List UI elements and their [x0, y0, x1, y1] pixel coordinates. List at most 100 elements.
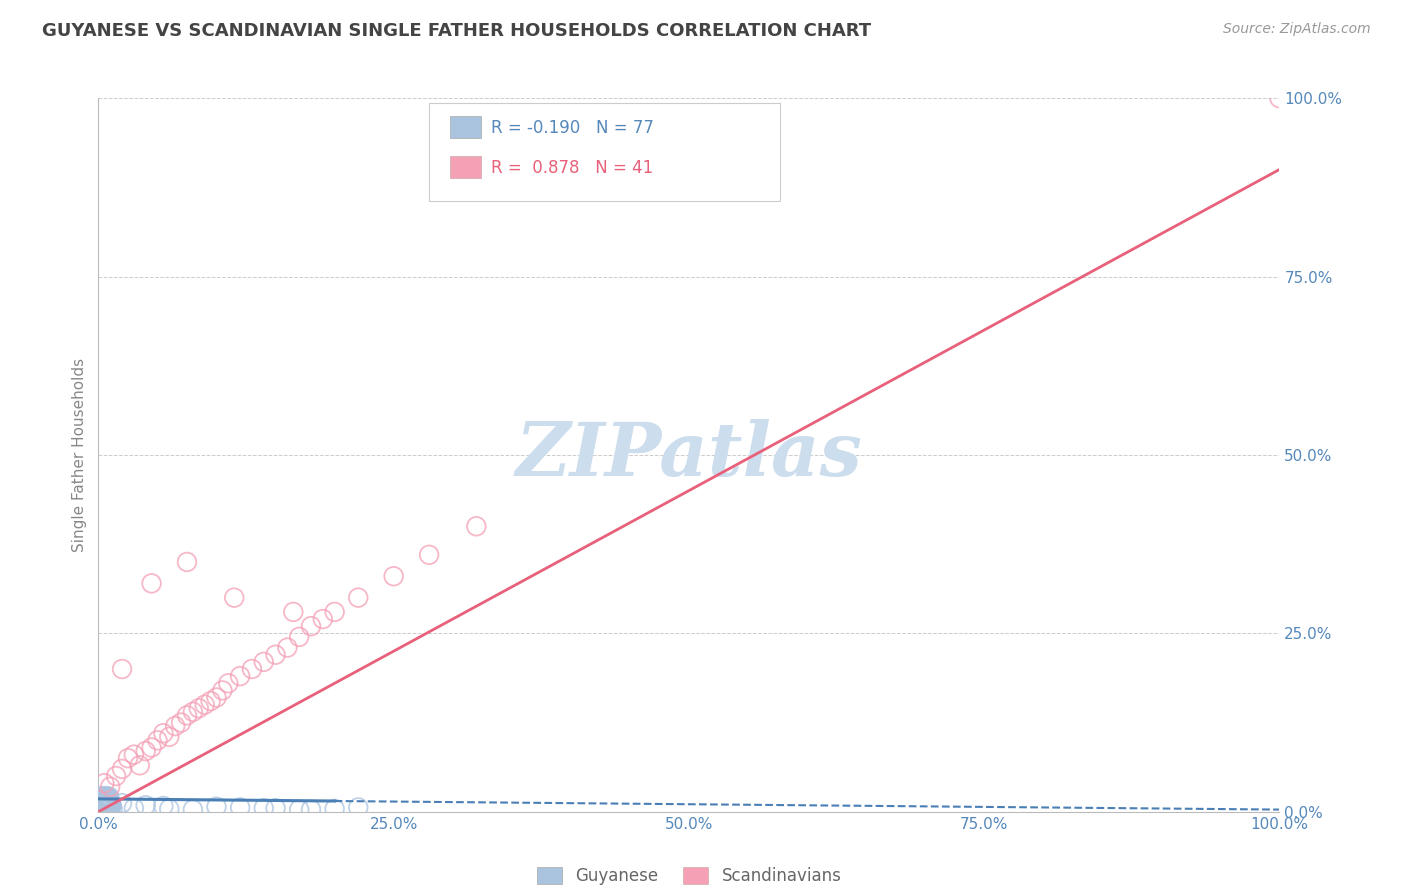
Point — [90, 795, 112, 809]
Point — [240, 662, 263, 676]
Point — [93, 801, 115, 815]
Point — [146, 733, 169, 747]
Point — [90, 797, 112, 811]
Point — [323, 605, 346, 619]
Point — [97, 793, 120, 807]
Point — [200, 694, 222, 708]
Point — [165, 719, 187, 733]
Point — [91, 794, 114, 808]
Point — [94, 800, 117, 814]
Point — [93, 796, 115, 810]
Point — [312, 612, 335, 626]
Point — [347, 591, 370, 605]
Point — [98, 796, 121, 810]
Point — [100, 797, 122, 812]
Point — [89, 794, 111, 808]
Point — [288, 630, 311, 644]
Point — [91, 790, 114, 805]
Point — [96, 792, 118, 806]
Point — [90, 792, 112, 806]
Point — [93, 799, 115, 814]
Y-axis label: Single Father Households: Single Father Households — [72, 358, 87, 552]
Point — [97, 791, 120, 805]
Point — [253, 801, 276, 815]
Text: R = -0.190   N = 77: R = -0.190 N = 77 — [491, 119, 654, 136]
Point — [264, 648, 287, 662]
Point — [122, 801, 145, 815]
Point — [91, 795, 114, 809]
Point — [91, 798, 114, 813]
Point — [152, 726, 174, 740]
Point — [93, 776, 115, 790]
Point — [224, 591, 246, 605]
Point — [128, 758, 150, 772]
Point — [91, 789, 114, 804]
Point — [93, 798, 115, 813]
Point — [91, 789, 114, 803]
Point — [94, 800, 117, 814]
Point — [288, 803, 311, 817]
Point — [89, 802, 111, 816]
Point — [90, 799, 112, 814]
Text: GUYANESE VS SCANDINAVIAN SINGLE FATHER HOUSEHOLDS CORRELATION CHART: GUYANESE VS SCANDINAVIAN SINGLE FATHER H… — [42, 22, 872, 40]
Point — [299, 619, 322, 633]
Point — [100, 799, 122, 814]
Point — [205, 799, 228, 814]
Point — [152, 799, 174, 814]
Point — [111, 662, 134, 676]
Point — [96, 789, 118, 803]
Point — [91, 790, 114, 805]
Point — [105, 769, 128, 783]
Text: ZIPatlas: ZIPatlas — [516, 418, 862, 491]
Point — [98, 789, 121, 804]
Point — [91, 791, 114, 805]
Point — [382, 569, 405, 583]
Point — [97, 796, 120, 810]
Point — [96, 796, 118, 810]
Point — [96, 796, 118, 810]
Point — [229, 669, 252, 683]
Point — [98, 799, 121, 814]
Point — [465, 519, 488, 533]
Point — [100, 798, 122, 813]
Point — [194, 698, 217, 712]
Point — [98, 790, 121, 805]
Point — [98, 802, 121, 816]
Point — [91, 799, 114, 814]
Point — [94, 799, 117, 814]
Point — [93, 797, 115, 812]
Point — [176, 708, 198, 723]
Point — [176, 555, 198, 569]
Point — [135, 744, 157, 758]
Text: Source: ZipAtlas.com: Source: ZipAtlas.com — [1223, 22, 1371, 37]
Point — [181, 705, 204, 719]
Point — [91, 796, 114, 810]
Point — [98, 799, 121, 814]
Point — [157, 730, 180, 744]
Point — [94, 803, 117, 817]
Text: R =  0.878   N = 41: R = 0.878 N = 41 — [491, 159, 652, 177]
Point — [98, 797, 121, 811]
Point — [101, 802, 124, 816]
Point — [418, 548, 440, 562]
Point — [253, 655, 276, 669]
Point — [283, 605, 305, 619]
Point — [96, 803, 118, 817]
Legend: Guyanese, Scandinavians: Guyanese, Scandinavians — [537, 867, 841, 886]
Point — [205, 690, 228, 705]
Point — [299, 803, 322, 817]
Point — [117, 751, 139, 765]
Point — [187, 701, 209, 715]
Point — [98, 797, 121, 811]
Point — [323, 802, 346, 816]
Point — [98, 798, 121, 813]
Point — [98, 796, 121, 810]
Point — [122, 747, 145, 762]
Point — [97, 792, 120, 806]
Point — [94, 801, 117, 815]
Point — [94, 792, 117, 806]
Point — [98, 797, 121, 811]
Point — [89, 797, 111, 812]
Point — [135, 798, 157, 813]
Point — [229, 800, 252, 814]
